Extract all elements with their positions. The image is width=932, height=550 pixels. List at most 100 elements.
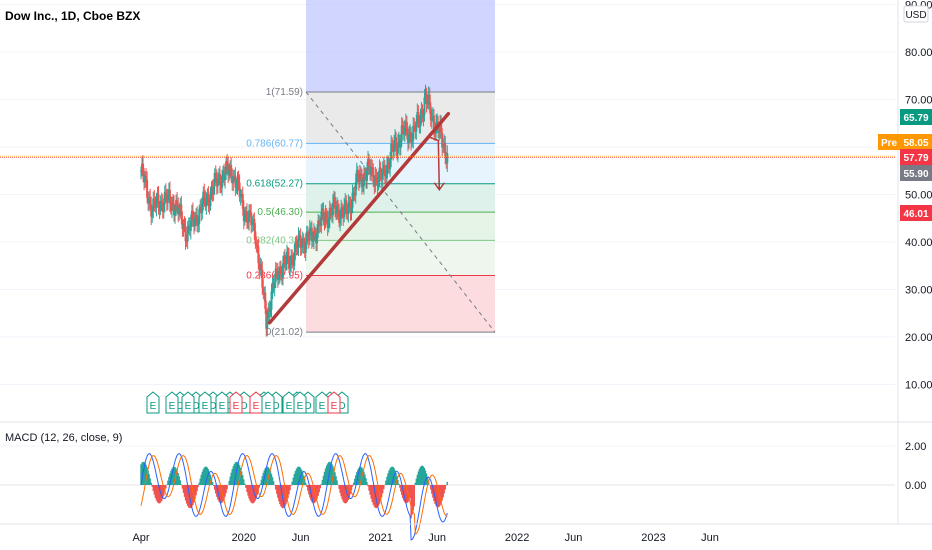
candle-body	[140, 170, 142, 172]
event-marker-text: D	[240, 401, 247, 412]
event-marker-text: E	[202, 401, 209, 412]
candle-body	[241, 193, 244, 209]
candle-body	[148, 197, 151, 204]
candle-body	[345, 200, 348, 212]
macd-histogram-bar	[204, 466, 207, 485]
macd-histogram-bar	[309, 485, 311, 498]
earnings-marker[interactable]: E	[146, 391, 160, 414]
earnings-marker[interactable]: E	[215, 391, 229, 414]
macd-histogram-bar	[324, 468, 327, 485]
candle-body	[315, 235, 318, 244]
macd-histogram-bar	[140, 464, 142, 485]
earnings-marker[interactable]: E	[282, 391, 296, 414]
price-tick-label: 50.00	[905, 190, 932, 202]
macd-histogram-bar	[191, 485, 193, 507]
event-markers[interactable]: EDEDEDEDEDEDEDEDEDEDEDE	[146, 391, 349, 414]
trendline[interactable]	[267, 112, 451, 325]
candle-body	[195, 214, 198, 218]
candle-body	[224, 174, 227, 181]
fib-level-label: 0.5(46.30)	[257, 207, 303, 218]
candle-body	[189, 220, 192, 232]
event-marker-text: E	[319, 401, 326, 412]
candle-body	[211, 188, 214, 195]
candle-body	[363, 173, 366, 175]
candle-body	[150, 204, 153, 217]
macd-histogram-bar	[262, 472, 264, 485]
candle-body	[190, 210, 193, 221]
macd-histogram-bar	[375, 485, 378, 509]
candle-body	[364, 174, 367, 181]
macd-histogram-bar	[298, 466, 301, 485]
candle-body	[330, 212, 333, 216]
earnings-marker[interactable]: E	[198, 391, 212, 414]
macd-histogram-bar	[401, 485, 404, 499]
candle-body	[376, 177, 379, 187]
macd-histogram-bar	[317, 485, 319, 496]
macd-histogram-bar	[141, 462, 143, 485]
candle-body	[438, 131, 441, 133]
macd-histogram-bar	[398, 483, 400, 485]
earnings-marker[interactable]: E	[293, 391, 307, 414]
macd-histogram-bar	[421, 465, 424, 485]
earnings-marker[interactable]: E	[165, 391, 179, 414]
projection-arrow[interactable]	[430, 136, 441, 190]
candle-body	[153, 198, 156, 204]
candle-body	[430, 116, 433, 121]
candle-body	[332, 197, 335, 203]
candle-body	[432, 115, 435, 130]
macd-histogram-bar	[222, 485, 224, 502]
macd-histogram-bar	[210, 478, 213, 485]
macd-histogram-bar	[260, 479, 263, 485]
trendline-line[interactable]	[267, 112, 451, 325]
earnings-marker[interactable]: E	[249, 391, 263, 414]
macd-histogram-bar	[173, 466, 175, 485]
candle-body	[264, 292, 267, 309]
candle-body	[342, 211, 345, 218]
event-marker-text: D	[338, 401, 345, 412]
currency-box[interactable]	[903, 5, 929, 23]
macd-histogram-bar	[334, 472, 336, 485]
candle-body	[188, 225, 191, 232]
macd-histogram-bar	[379, 485, 382, 501]
candle-body	[281, 263, 284, 278]
earnings-marker[interactable]: E	[229, 391, 243, 414]
price-badge-label: 55.90	[903, 169, 928, 180]
macd-histogram-bar	[413, 485, 415, 507]
fibonacci-retracement[interactable]: 1(71.59) 0.786(60.77) 0.618(52.27) 0.5(46.3…	[246, 87, 496, 338]
price-axis[interactable]: 90.0080.0070.0060.0050.0040.0030.0020.00…	[878, 0, 932, 524]
macd-histogram-bar	[351, 485, 354, 487]
candle-body	[176, 200, 179, 206]
price-badge	[900, 205, 932, 221]
candle-body	[167, 189, 170, 194]
price-badge	[900, 149, 932, 165]
macd-histogram-bar	[276, 485, 278, 494]
candle-body	[177, 205, 180, 215]
candle-body	[304, 241, 307, 253]
earnings-marker[interactable]: E	[261, 391, 275, 414]
main-pane[interactable]: 1(71.59) 0.786(60.77) 0.618(52.27) 0.5(46.3…	[0, 0, 895, 385]
time-axis[interactable]: Apr 2020 Jun 2021 Jun 2022 Jun 2023 Jun	[0, 523, 932, 544]
candle-body	[274, 268, 277, 283]
macd-pane[interactable]	[0, 421, 932, 541]
candle-body	[424, 92, 427, 98]
macd-histogram-bar	[246, 485, 248, 492]
macd-histogram-bar	[353, 478, 356, 485]
earnings-marker[interactable]: E	[181, 391, 195, 414]
candle-body	[324, 212, 327, 223]
macd-histogram-bar	[238, 465, 241, 485]
macd-histogram-bar	[192, 485, 194, 506]
earnings-marker[interactable]: E	[327, 391, 341, 414]
candle-body	[209, 191, 212, 207]
macd-histogram-bar	[245, 485, 247, 488]
earnings-marker[interactable]: E	[315, 391, 329, 414]
candle-body	[404, 122, 407, 128]
candle-body	[245, 211, 248, 223]
macd-histogram-bar	[318, 485, 320, 493]
candle-body	[163, 191, 166, 205]
candle-body	[406, 134, 409, 143]
event-marker-text: D	[176, 401, 183, 412]
macd-histogram-bar	[219, 485, 221, 503]
candle-body	[297, 234, 300, 248]
macd-histogram-bar	[420, 465, 423, 485]
